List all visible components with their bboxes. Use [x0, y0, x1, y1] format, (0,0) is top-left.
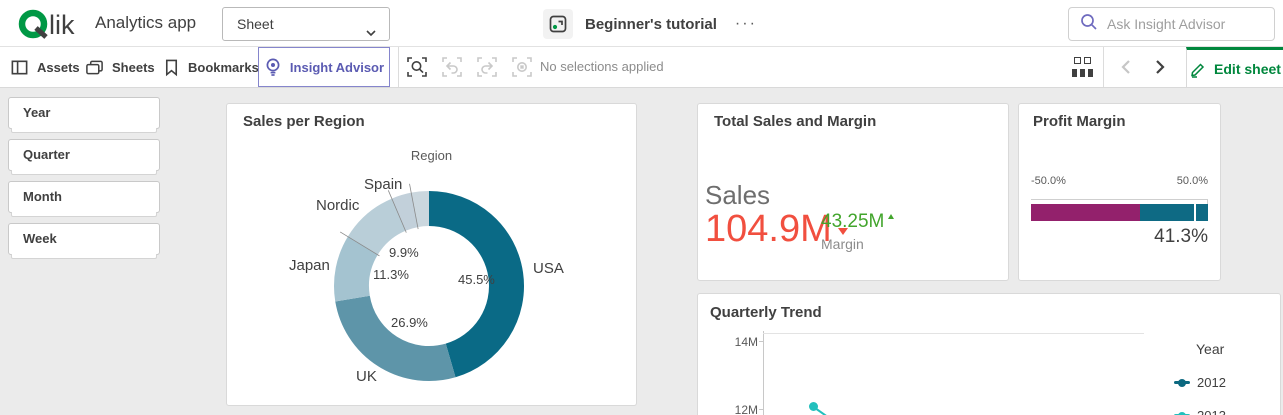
sheet-selector-value: Sheet — [237, 16, 274, 32]
legend-item-2013[interactable]: 2013 — [1174, 408, 1226, 415]
gauge-axis — [1031, 199, 1208, 204]
profit-margin-card[interactable]: Profit Margin -50.0% 50.0% 41.3% — [1018, 103, 1221, 281]
sheets-label: Sheets — [112, 59, 155, 75]
sheet-overview-icon[interactable] — [1072, 57, 1094, 77]
data-point-2013[interactable] — [809, 402, 818, 411]
legend-title: Year — [1196, 341, 1225, 357]
bookmarks-button[interactable]: Bookmarks — [163, 47, 259, 87]
kpi-primary-value: 104.9M — [705, 208, 848, 251]
toolbar-separator — [398, 47, 399, 87]
legend-item-2012[interactable]: 2012 — [1174, 375, 1226, 390]
quarterly-trend-card[interactable]: Quarterly Trend 14M 12M Year 2012 2013 — [697, 293, 1281, 415]
chevron-down-icon — [365, 18, 377, 50]
filter-quarter[interactable]: Quarter — [8, 139, 160, 175]
legend-label-2013: 2013 — [1197, 408, 1226, 415]
slice-label-japan: Japan — [289, 257, 330, 274]
top-header: lik Analytics app Sheet Beginner's tutor… — [0, 0, 1283, 47]
insight-advisor-search[interactable] — [1068, 7, 1275, 41]
selections-search-icon[interactable] — [404, 54, 430, 80]
assets-label: Assets — [37, 59, 80, 75]
sheets-button[interactable]: Sheets — [85, 47, 155, 87]
kpi-secondary-value: 43.25M — [821, 211, 885, 232]
pct-label-usa: 45.5% — [458, 272, 495, 287]
pct-label-uk: 26.9% — [391, 315, 428, 330]
document-title: Beginner's tutorial — [585, 15, 717, 33]
insight-advisor-bulb-icon — [266, 58, 280, 76]
chart-title: Profit Margin — [1033, 113, 1126, 130]
pct-label-nordic: 9.9% — [389, 245, 419, 260]
toolbar-separator — [1103, 47, 1104, 87]
bookmarks-label: Bookmarks — [188, 59, 259, 75]
slice-label-uk: UK — [356, 368, 377, 385]
donut-dimension-title: Region — [410, 148, 453, 163]
slice-label-nordic: Nordic — [316, 197, 360, 214]
gauge-max-label: 50.0% — [1176, 175, 1208, 187]
slice-label-spain: Spain — [364, 176, 403, 193]
gauge-bar — [1031, 204, 1208, 221]
clear-selections-icon — [509, 54, 535, 80]
chart-title: Sales per Region — [243, 113, 365, 130]
trend-legend: Year 2012 2013 — [1174, 341, 1226, 415]
document-group: Beginner's tutorial ··· — [543, 8, 757, 40]
redo-selection-icon — [474, 54, 500, 80]
y-tick-12m: 12M — [734, 403, 758, 415]
kpi-secondary: 43.25M Margin — [821, 211, 895, 252]
filter-week[interactable]: Week — [8, 223, 160, 259]
edit-sheet-label: Edit sheet — [1214, 60, 1281, 77]
gauge-value: 41.3% — [1154, 226, 1208, 247]
sheet-content: Year Quarter Month Week Sales per Region… — [0, 88, 1283, 415]
search-icon — [1079, 12, 1099, 37]
previous-sheet-button — [1112, 53, 1140, 81]
kpi-primary-label: Sales — [705, 180, 771, 210]
gauge-min-label: -50.0% — [1031, 175, 1066, 187]
y-axis-line — [763, 331, 764, 415]
pct-label-japan: 11.3% — [373, 267, 409, 282]
slice-label-usa: USA — [533, 260, 564, 277]
next-sheet-button[interactable] — [1146, 53, 1174, 81]
trend-up-icon — [888, 214, 895, 219]
app-title: Analytics app — [95, 13, 197, 32]
donut-chart[interactable] — [324, 181, 534, 391]
assets-button[interactable]: Assets — [10, 47, 80, 87]
filter-month[interactable]: Month — [8, 181, 160, 217]
svg-text:lik: lik — [49, 10, 75, 40]
trend-down-icon — [837, 228, 848, 235]
insight-advisor-label: Insight Advisor — [289, 59, 385, 75]
sheet-toolbar: Assets Sheets Bookmarks Insight Advisor — [0, 47, 1283, 88]
gauge-needle — [1194, 204, 1197, 221]
line-segment-2013 — [814, 407, 827, 415]
insight-advisor-button[interactable]: Insight Advisor — [258, 47, 390, 87]
legend-label-2012: 2012 — [1197, 375, 1226, 390]
undo-selection-icon — [439, 54, 465, 80]
more-menu-button[interactable]: ··· — [734, 15, 757, 32]
plot-top-border — [763, 333, 1144, 334]
chart-title: Total Sales and Margin — [714, 113, 877, 130]
selections-status: No selections applied — [540, 59, 664, 74]
gauge-segment — [1031, 204, 1140, 221]
y-tick-14m: 14M — [734, 335, 758, 349]
sheet-selector-dropdown[interactable]: Sheet — [222, 7, 390, 41]
sales-per-region-card[interactable]: Sales per Region Region Spain Nordic Jap… — [226, 103, 637, 406]
y-axis-tick — [759, 409, 763, 410]
search-input[interactable] — [1107, 16, 1257, 32]
y-axis-tick — [759, 341, 763, 342]
kpi-secondary-label: Margin — [821, 236, 864, 252]
pencil-icon — [1191, 62, 1205, 78]
qlik-logo: lik — [18, 8, 80, 40]
chart-title: Quarterly Trend — [710, 304, 822, 321]
app-document-icon — [543, 9, 573, 39]
total-sales-margin-card[interactable]: Total Sales and Margin Sales 104.9M 43.2… — [697, 103, 1009, 281]
gauge-segment — [1139, 204, 1208, 221]
legend-marker-2012 — [1174, 378, 1190, 387]
edit-sheet-button[interactable]: Edit sheet — [1186, 47, 1283, 87]
filter-year[interactable]: Year — [8, 97, 160, 133]
